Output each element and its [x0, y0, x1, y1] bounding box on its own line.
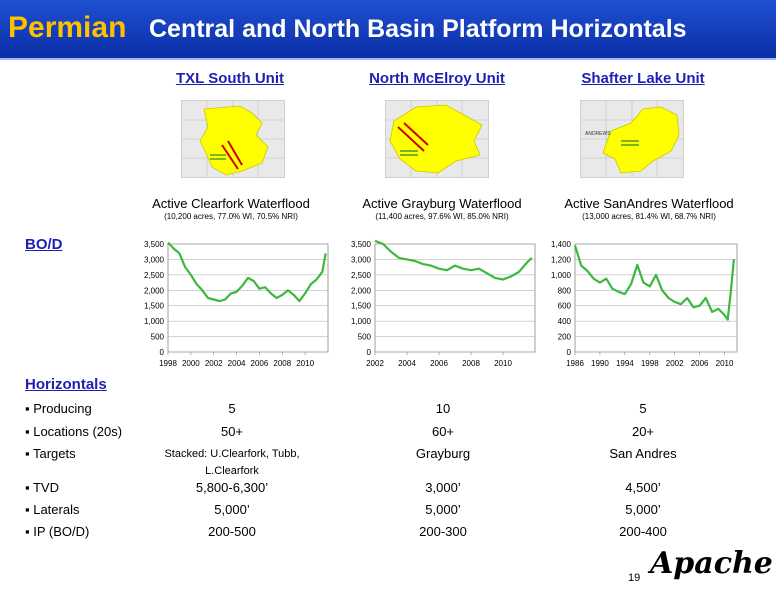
y-tick-label: 3,000 — [351, 255, 372, 264]
chart-subtitle-mcelroy: (11,400 acres, 97.6% WI, 85.0% NRI) — [375, 212, 509, 221]
x-tick-label: 2006 — [691, 359, 709, 368]
x-tick-label: 2010 — [494, 359, 512, 368]
map-txl-graphic — [182, 101, 284, 177]
map-shafter: ANDREWS — [580, 100, 684, 178]
row-label: ▪ Producing — [25, 401, 92, 416]
y-tick-label: 2,000 — [144, 286, 165, 295]
bod-label: BO/D — [25, 236, 63, 253]
row-value: 50+ — [220, 424, 244, 439]
chart-subtitle-txl: (10,200 acres, 77.0% WI, 70.5% NRI) — [164, 212, 298, 221]
y-tick-label: 500 — [358, 333, 372, 342]
x-tick-label: 2002 — [666, 359, 684, 368]
horizontals-heading: Horizontals — [25, 376, 107, 393]
chart-mcelroy: 0 500 1,000 1,500 2,000 2,500 3,000 3,500 2002 20… — [351, 239, 536, 368]
unit-title-shafter[interactable]: Shafter Lake Unit — [581, 70, 705, 87]
x-tick-label: 1994 — [616, 359, 634, 368]
row-value: 10 — [435, 401, 451, 416]
row-value: 20+ — [631, 424, 655, 439]
y-tick-label: 2,500 — [144, 271, 165, 280]
map-shafter-graphic: ANDREWS — [581, 101, 683, 177]
plot-area — [167, 243, 329, 353]
y-tick-label: 1,500 — [144, 302, 165, 311]
y-tick-label: 400 — [558, 317, 572, 326]
page-number: 19 — [628, 572, 641, 584]
row-value: Stacked: U.Clearfork, Tubb, L.Clearfork — [164, 448, 300, 477]
chart-title-shafter: Active SanAndres Waterflood — [564, 196, 734, 211]
row-label: ▪ Targets — [25, 446, 76, 461]
series-line — [167, 241, 327, 303]
map-mcelroy — [385, 100, 489, 178]
chart-title-txl: Active Clearfork Waterflood — [152, 196, 310, 211]
y-tick-label: 800 — [558, 286, 572, 295]
row-value: 200-400 — [619, 524, 667, 539]
plot-area — [574, 243, 738, 353]
x-tick-label: 2002 — [205, 359, 223, 368]
x-tick-label: 1998 — [641, 359, 659, 368]
row-label: ▪ TVD — [25, 480, 59, 495]
row-label: ▪ Locations (20s) — [25, 424, 123, 439]
row-label: ▪ IP (BO/D) — [25, 524, 90, 539]
y-tick-label: 1,500 — [351, 302, 372, 311]
row-value: Grayburg — [415, 446, 471, 461]
row-value: 5 — [228, 401, 236, 416]
row-value: 5 — [639, 401, 647, 416]
y-tick-label: 1,000 — [351, 317, 372, 326]
unit-title-mcelroy[interactable]: North McElroy Unit — [369, 70, 505, 87]
row-value: 5,000’ — [214, 502, 250, 517]
row-value: 3,000’ — [425, 480, 461, 495]
row-value: 5,000’ — [425, 502, 461, 517]
x-tick-label: 1986 — [566, 359, 584, 368]
y-tick-label: 3,500 — [351, 240, 372, 249]
x-tick-label: 1998 — [159, 359, 177, 368]
x-tick-label: 2000 — [182, 359, 200, 368]
header-slide-title: Central and North Basin Platform Horizon… — [149, 15, 687, 43]
chart-title-mcelroy: Active Grayburg Waterflood — [362, 196, 522, 211]
header-region-title: Permian — [8, 11, 127, 44]
row-value: 200-300 — [419, 524, 467, 539]
y-tick-label: 3,000 — [144, 255, 165, 264]
plot-area — [374, 243, 536, 353]
chart-txl: 0 500 1,000 1,500 2,000 2,500 3,000 3,500 1998 20… — [144, 240, 329, 368]
x-tick-label: 2006 — [251, 359, 269, 368]
series-line — [573, 245, 735, 321]
x-tick-label: 2004 — [398, 359, 416, 368]
y-tick-label: 200 — [558, 333, 572, 342]
series-line — [374, 239, 533, 281]
x-tick-label: 2006 — [430, 359, 448, 368]
x-tick-label: 2010 — [716, 359, 734, 368]
map-txl — [181, 100, 285, 178]
row-value: 200-500 — [208, 524, 256, 539]
map-mcelroy-graphic — [386, 101, 488, 177]
slide-header: Permian Central and North Basin Platform… — [0, 0, 776, 60]
y-tick-label: 0 — [367, 348, 372, 357]
y-tick-label: 2,000 — [351, 286, 372, 295]
unit-title-txl[interactable]: TXL South Unit — [175, 70, 285, 87]
company-logo: Apache — [650, 546, 773, 581]
y-tick-label: 600 — [558, 302, 572, 311]
row-value: 5,800-6,300’ — [195, 480, 269, 495]
x-tick-label: 2004 — [228, 359, 246, 368]
chart-subtitle-shafter: (13,000 acres, 81.4% WI, 68.7% NRI) — [582, 212, 716, 221]
y-tick-label: 500 — [151, 333, 165, 342]
y-tick-label: 1,000 — [144, 317, 165, 326]
y-tick-label: 1,400 — [551, 240, 572, 249]
x-tick-label: 2008 — [273, 359, 291, 368]
chart-shafter: 0 200 400 600 800 1,000 1,200 1,400 1986 1990 1994… — [551, 240, 738, 368]
row-value: 5,000’ — [625, 502, 661, 517]
x-tick-label: 1990 — [591, 359, 609, 368]
y-tick-label: 2,500 — [351, 271, 372, 280]
x-tick-label: 2010 — [296, 359, 314, 368]
y-tick-label: 1,000 — [551, 271, 572, 280]
y-tick-label: 1,200 — [551, 255, 572, 264]
x-tick-label: 2008 — [462, 359, 480, 368]
row-value: 4,500’ — [625, 480, 661, 495]
row-label: ▪ Laterals — [25, 502, 80, 517]
y-tick-label: 3,500 — [144, 240, 165, 249]
row-value: 60+ — [431, 424, 455, 439]
y-tick-label: 0 — [160, 348, 165, 357]
x-tick-label: 2002 — [366, 359, 384, 368]
row-value: San Andres — [609, 446, 677, 461]
map-shafter-label: ANDREWS — [585, 131, 611, 137]
y-tick-label: 0 — [567, 348, 572, 357]
